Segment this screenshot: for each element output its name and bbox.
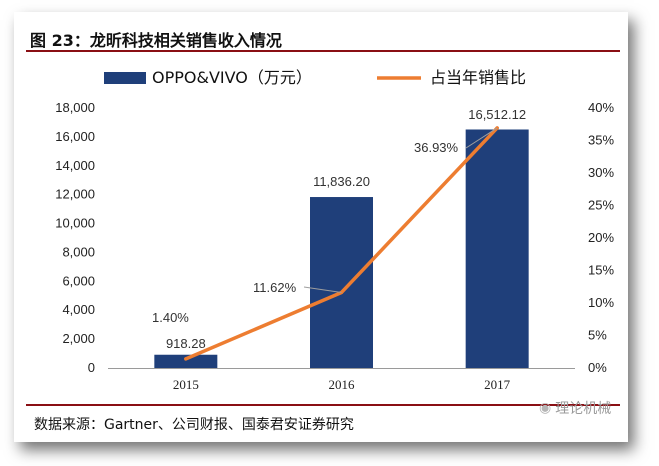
y-left-tick-label: 16,000 <box>55 129 95 144</box>
y-right-tick-label: 0% <box>588 360 607 375</box>
y-right-tick-label: 35% <box>588 133 614 148</box>
bar-2016 <box>310 197 373 368</box>
y-left-tick-label: 14,000 <box>55 158 95 173</box>
source-note: 数据来源：Gartner、公司财报、国泰君安证券研究 <box>34 417 354 433</box>
line-data-label: 36.93% <box>414 140 459 155</box>
bar-data-label: 11,836.20 <box>313 174 370 189</box>
data-label-leader <box>465 127 498 149</box>
y-right-tick-label: 15% <box>588 263 614 278</box>
x-tick-label: 2016 <box>329 377 356 392</box>
line-data-label: 1.40% <box>152 310 189 325</box>
legend-bar-swatch <box>104 72 146 84</box>
bar-data-label: 16,512.12 <box>468 107 526 122</box>
source-rule <box>26 404 620 406</box>
bar-data-label: 918.28 <box>166 336 206 351</box>
watermark: ◉ 理论机械 <box>539 397 611 419</box>
y-left-tick-label: 18,000 <box>55 100 95 115</box>
y-right-tick-label: 40% <box>588 100 614 115</box>
title-rule <box>26 50 620 52</box>
y-right-tick-label: 20% <box>588 230 614 245</box>
line-point-2015 <box>184 357 188 361</box>
bar-2015 <box>154 354 218 368</box>
y-right-tick-label: 25% <box>588 198 614 213</box>
y-left-tick-label: 12,000 <box>55 187 95 202</box>
y-right-tick-label: 5% <box>588 328 607 343</box>
x-tick-label: 2015 <box>173 377 199 392</box>
y-left-tick-label: 10,000 <box>55 216 95 231</box>
line-data-label: 11.62% <box>253 280 297 295</box>
y-right-tick-label: 10% <box>588 295 614 310</box>
wechat-icon: ◉ <box>539 400 552 416</box>
x-tick-label: 2017 <box>484 377 511 392</box>
bar-2017 <box>465 129 529 368</box>
y-left-tick-label: 4,000 <box>62 302 95 317</box>
legend-line-label: 占当年销售比 <box>430 68 526 87</box>
y-left-tick-label: 0 <box>88 360 95 375</box>
data-label-leader <box>303 286 342 293</box>
legend-bar-label: OPPO&VIVO（万元） <box>152 68 312 87</box>
figure-title: 图 23：龙昕科技相关销售收入情况 <box>30 31 282 50</box>
y-left-tick-label: 8,000 <box>62 244 95 259</box>
y-left-tick-label: 6,000 <box>62 273 95 288</box>
watermark-text: 理论机械 <box>555 401 612 417</box>
y-left-tick-label: 2,000 <box>62 331 95 346</box>
y-right-tick-label: 30% <box>588 165 614 180</box>
